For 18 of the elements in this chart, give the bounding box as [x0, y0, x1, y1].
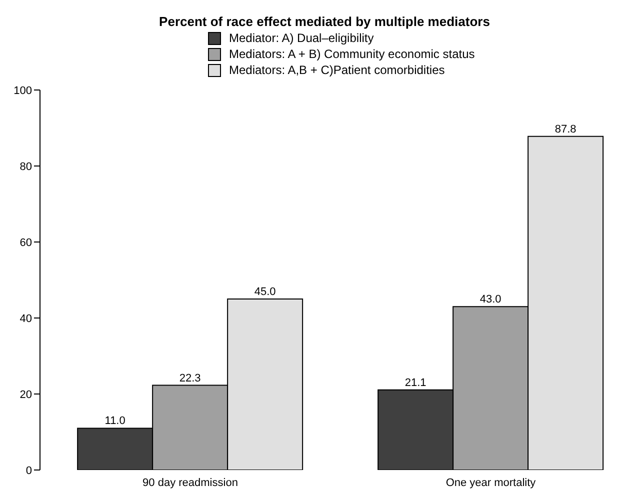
x-tick-label: One year mortality [446, 476, 536, 489]
y-tick-label: 0 [26, 464, 32, 477]
y-tick-label: 100 [14, 84, 32, 97]
y-tick-label: 60 [20, 236, 32, 249]
y-tick-label: 40 [20, 312, 32, 325]
legend-label: Mediators: A,B + C)Patient comorbidities [229, 63, 445, 77]
y-tick-label: 20 [20, 388, 32, 401]
data-label: 21.1 [404, 376, 426, 389]
data-label: 43.0 [480, 294, 502, 306]
data-label: 45.0 [254, 286, 276, 298]
y-tick-label: 80 [20, 160, 32, 173]
legend-label: Mediators: A + B) Community economic status [229, 47, 475, 61]
data-label: 11.0 [104, 415, 126, 428]
chart-title: Percent of race effect mediated by multiple mediators [158, 14, 491, 29]
legend-label: Mediator: A) Dual–eligibility [229, 31, 374, 45]
data-label: 22.3 [179, 372, 201, 384]
x-tick-label: 90 day readmission [142, 476, 238, 489]
data-label: 87.8 [554, 123, 576, 136]
